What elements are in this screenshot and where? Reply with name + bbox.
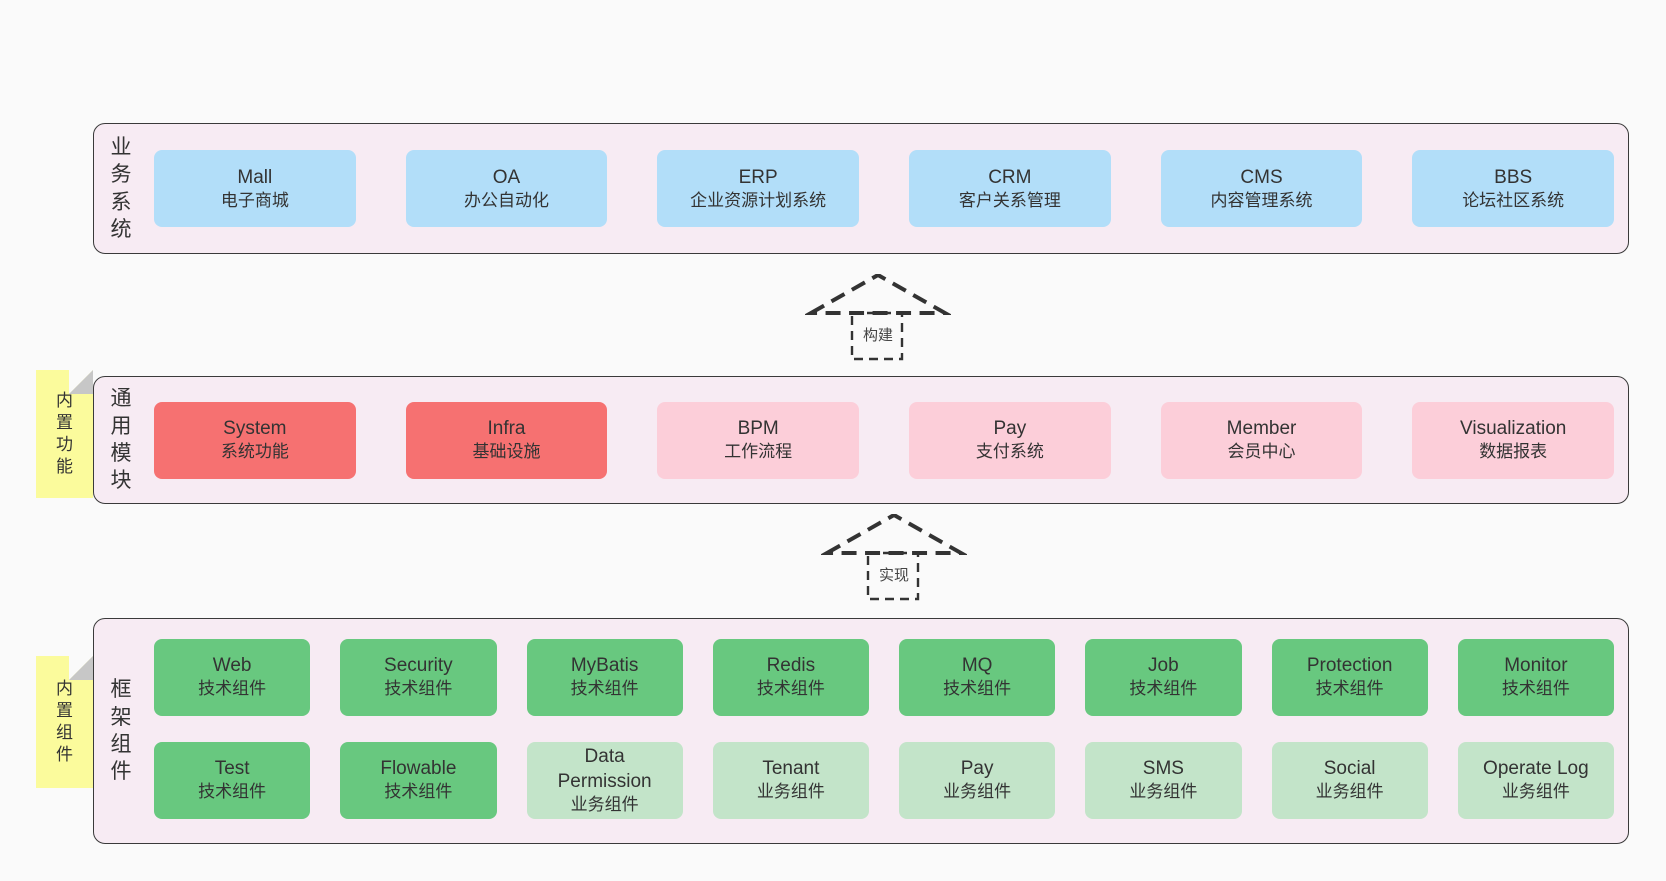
svg-text:构建: 构建	[863, 327, 893, 344]
svg-text:实现: 实现	[879, 567, 909, 584]
